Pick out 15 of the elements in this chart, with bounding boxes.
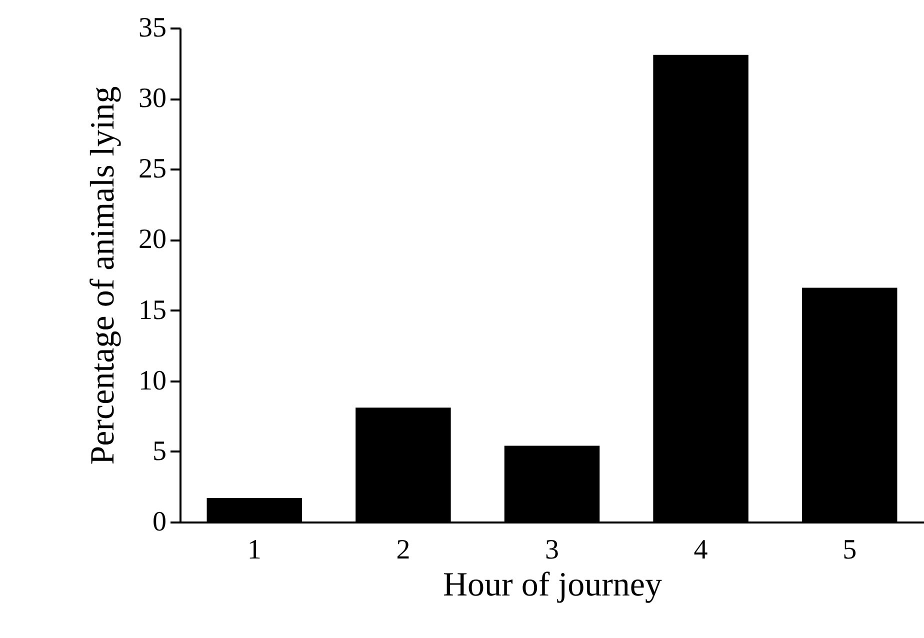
y-tick-label: 10 xyxy=(138,365,166,396)
x-tick-label: 2 xyxy=(396,534,410,566)
y-tick-label: 5 xyxy=(152,436,166,467)
x-tick-label: 5 xyxy=(842,534,857,566)
x-axis-title: Hour of journey xyxy=(442,566,662,604)
y-tick-label: 0 xyxy=(152,506,166,538)
y-tick-label: 35 xyxy=(138,12,166,44)
x-tick-label: 4 xyxy=(694,534,708,566)
y-tick-label: 15 xyxy=(138,294,166,326)
y-tick-label: 25 xyxy=(138,154,166,185)
x-tick-label: 3 xyxy=(545,534,559,566)
y-tick-label: 20 xyxy=(138,224,166,256)
y-axis-title: Percentage of animals lying xyxy=(84,86,122,465)
y-tick-label: 30 xyxy=(138,83,166,114)
x-tick-label: 1 xyxy=(247,534,262,566)
